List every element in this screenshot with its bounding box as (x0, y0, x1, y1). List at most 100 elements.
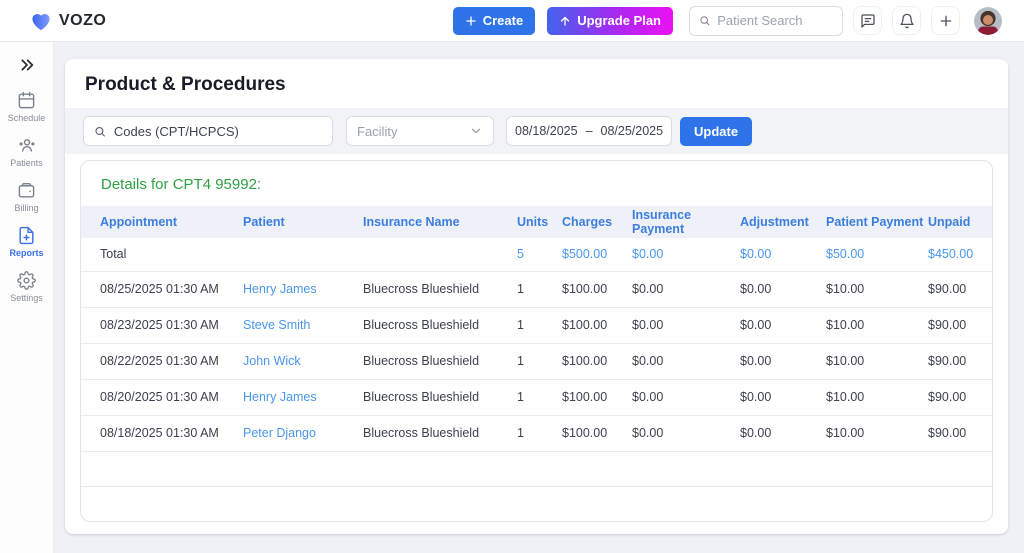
unpaid-cell: $90.00 (928, 415, 992, 452)
update-button[interactable]: Update (680, 116, 753, 146)
insurance-payment-cell: $0.00 (632, 307, 740, 344)
adjustment-cell: $0.00 (740, 343, 826, 380)
column-header-appointment: Appointment (81, 206, 243, 238)
unpaid-cell: $90.00 (928, 343, 992, 380)
adjustment-cell: $0.00 (740, 415, 826, 452)
quick-add-button[interactable] (931, 6, 960, 35)
charges-cell: $100.00 (562, 307, 632, 344)
heart-logo-icon (32, 13, 50, 30)
sidebar-collapse-button[interactable] (14, 55, 40, 75)
search-icon (700, 16, 710, 26)
sidebar: Schedule Patients Billing Reports (0, 42, 54, 553)
patient-link[interactable]: Steve Smith (243, 318, 311, 332)
create-button-label: Create (482, 13, 524, 28)
appointment-cell: 08/20/2025 01:30 AM (81, 379, 243, 416)
vozo-logo[interactable]: VOZO (30, 11, 106, 31)
patient-link[interactable]: Henry James (243, 282, 317, 296)
insurance-cell: Bluecross Blueshield (363, 343, 517, 380)
adjustment-cell: $0.00 (740, 307, 826, 344)
sidebar-item-schedule[interactable]: Schedule (0, 91, 53, 123)
date-range-separator: – (585, 124, 593, 138)
date-range-picker[interactable]: 08/18/2025 – 08/25/2025 (506, 116, 672, 146)
create-button[interactable]: Create (452, 6, 536, 35)
details-table: Appointment Patient Insurance Name Units… (81, 206, 992, 521)
messages-button[interactable] (853, 6, 882, 35)
quick-add-plus-icon (940, 15, 951, 26)
arrow-up-icon (561, 16, 570, 26)
column-header-units: Units (517, 206, 562, 238)
table-row: 08/18/2025 01:30 AM Peter Django Bluecro… (81, 415, 992, 452)
patient-payment-cell: $10.00 (826, 307, 928, 344)
notifications-button[interactable] (892, 6, 921, 35)
units-cell: 1 (517, 379, 562, 416)
empty-row (81, 486, 992, 521)
plus-icon (466, 15, 476, 26)
upgrade-plan-button[interactable]: Upgrade Plan (547, 6, 673, 35)
charges-cell: $100.00 (562, 271, 632, 308)
double-chevron-right-icon (20, 59, 33, 71)
column-header-patient: Patient (243, 206, 363, 238)
notifications-bell-icon (899, 13, 914, 28)
search-icon (95, 126, 105, 136)
user-avatar[interactable] (974, 6, 1002, 35)
empty-row (81, 451, 992, 487)
total-charges: $500.00 (562, 238, 632, 272)
facility-select-value: Facility (357, 123, 398, 139)
date-range-start: 08/18/2025 (515, 124, 578, 138)
chevron-down-icon (471, 128, 481, 134)
details-table-card: Details for CPT4 95992: Appointment Pati… (80, 160, 993, 522)
gear-icon (17, 271, 36, 290)
codes-input[interactable] (113, 123, 322, 139)
sidebar-item-settings[interactable]: Settings (0, 271, 53, 303)
total-patient-payment: $50.00 (826, 238, 928, 272)
patient-link[interactable]: Peter Django (243, 426, 316, 440)
patient-link[interactable]: Henry James (243, 390, 317, 404)
main-content: Product & Procedures Facility 08/18/2025 (54, 42, 1024, 553)
column-header-unpaid: Unpaid (928, 206, 992, 238)
units-cell: 1 (517, 343, 562, 380)
sidebar-item-reports[interactable]: Reports (0, 226, 53, 258)
patient-payment-cell: $10.00 (826, 271, 928, 308)
facility-select[interactable]: Facility (346, 116, 494, 146)
topbar: VOZO Create Upgrade Plan (0, 0, 1024, 42)
column-header-insurance-payment: Insurance Payment (632, 206, 740, 238)
unpaid-cell: $90.00 (928, 379, 992, 416)
calendar-icon (18, 91, 35, 109)
table-row: 08/22/2025 01:30 AM John Wick Bluecross … (81, 343, 992, 380)
unpaid-cell: $90.00 (928, 307, 992, 344)
sidebar-item-label: Reports (9, 248, 44, 258)
total-units: 5 (517, 238, 562, 272)
file-plus-icon (19, 226, 34, 245)
insurance-cell: Bluecross Blueshield (363, 379, 517, 416)
insurance-cell: Bluecross Blueshield (363, 271, 517, 308)
total-row: Total 5 $500.00 $0.00 $0.00 $50.00 $450.… (81, 238, 992, 272)
table-row: 08/20/2025 01:30 AM Henry James Bluecros… (81, 379, 992, 416)
upgrade-plan-label: Upgrade Plan (577, 13, 661, 28)
insurance-payment-cell: $0.00 (632, 415, 740, 452)
units-cell: 1 (517, 415, 562, 452)
patient-payment-cell: $10.00 (826, 379, 928, 416)
charges-cell: $100.00 (562, 415, 632, 452)
total-adjustment: $0.00 (740, 238, 826, 272)
charges-cell: $100.00 (562, 343, 632, 380)
patient-payment-cell: $10.00 (826, 343, 928, 380)
patient-search-input[interactable] (717, 13, 833, 28)
insurance-payment-cell: $0.00 (632, 379, 740, 416)
sidebar-item-label: Patients (10, 158, 43, 168)
sidebar-item-patients[interactable]: Patients (0, 136, 53, 168)
total-label: Total (81, 238, 243, 272)
patient-link[interactable]: John Wick (243, 354, 301, 368)
adjustment-cell: $0.00 (740, 271, 826, 308)
table-header-row: Appointment Patient Insurance Name Units… (81, 206, 992, 238)
messages-icon (860, 13, 875, 28)
adjustment-cell: $0.00 (740, 379, 826, 416)
brand-name: VOZO (59, 11, 107, 29)
wallet-icon (18, 182, 35, 198)
details-heading: Details for CPT4 95992: (101, 176, 262, 193)
sidebar-item-label: Billing (14, 203, 39, 213)
patient-payment-cell: $10.00 (826, 415, 928, 452)
page-title: Product & Procedures (85, 74, 286, 95)
column-header-patient-payment: Patient Payment (826, 206, 928, 238)
units-cell: 1 (517, 307, 562, 344)
sidebar-item-billing[interactable]: Billing (0, 181, 53, 213)
